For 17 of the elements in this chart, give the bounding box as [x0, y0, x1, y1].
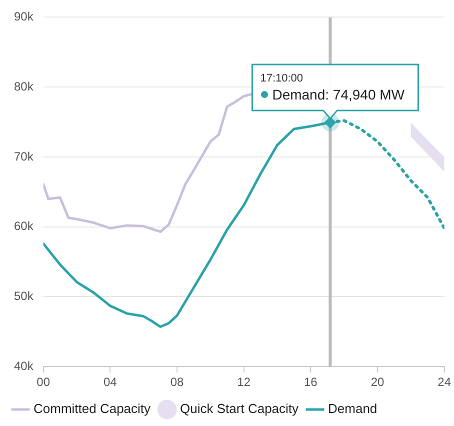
legend-label: Demand: [328, 401, 378, 416]
y-tick-label: 90k: [14, 10, 34, 24]
y-tick-label: 80k: [14, 79, 34, 94]
annotation: 17:10:00 Demand: 74,940 MW: [260, 72, 406, 102]
y-tick-label: 50k: [14, 289, 34, 304]
y-tick-label: 70k: [14, 149, 34, 164]
legend-label: Committed Capacity: [34, 401, 152, 416]
x-tick-label: 00: [36, 375, 50, 390]
x-tick-label: 24: [438, 375, 452, 390]
legend-label: Quick Start Capacity: [180, 401, 300, 416]
x-tick-label: 12: [237, 375, 251, 390]
x-tick-label: 16: [304, 375, 318, 390]
y-tick-label: 40k: [14, 358, 34, 373]
x-tick-label: 20: [370, 375, 384, 390]
x-tick-label: 04: [104, 375, 118, 390]
y-tick-label: 60k: [14, 219, 34, 234]
x-tick-label: 08: [170, 375, 184, 390]
